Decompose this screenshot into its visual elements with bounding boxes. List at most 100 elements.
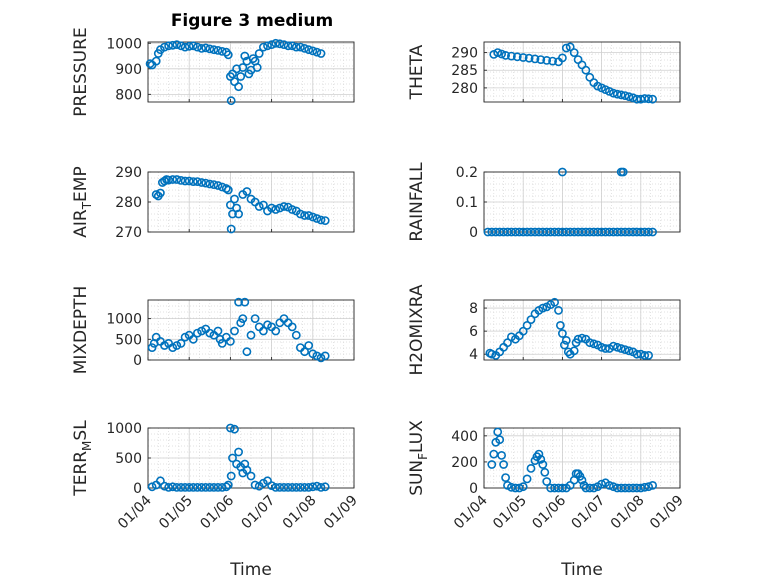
data-point: [320, 216, 330, 225]
data-point: [180, 42, 190, 52]
data-point: [223, 480, 233, 490]
data-point: [188, 41, 198, 51]
y-tick-label: 500: [115, 332, 142, 348]
y-axis-label: SUNFLUX: [407, 420, 430, 496]
data-point: [612, 342, 622, 352]
data-point: [295, 482, 305, 492]
data-point: [609, 88, 618, 98]
data-point: [205, 44, 215, 54]
subplot-air_temp: 270 280 290 AIRTEMP: [71, 165, 355, 241]
data-point: [640, 482, 650, 492]
data-point: [609, 341, 618, 351]
data-point: [205, 482, 215, 492]
data-point: [534, 449, 544, 459]
subplot-terr_msl: 0 500 1000 01/04 01/05 01/06 01/07 01/08 01/09 Ti…: [71, 420, 361, 580]
data-point: [147, 343, 157, 352]
x-tick-label: 01/08: [608, 493, 648, 533]
data-point: [184, 482, 194, 492]
y-tick-label: 8: [469, 301, 478, 317]
data-point: [522, 320, 532, 330]
data-point: [287, 205, 297, 214]
data-point: [172, 40, 182, 49]
data-point: [542, 56, 552, 65]
data-point: [209, 482, 219, 492]
x-axis-label: Time: [560, 560, 603, 580]
data-point: [526, 315, 536, 324]
data-point: [648, 480, 657, 490]
data-point: [540, 467, 550, 477]
y-tick-label: 285: [451, 63, 478, 79]
data-point: [271, 482, 281, 492]
y-tick-label: 0: [133, 481, 142, 497]
data-point: [176, 41, 186, 51]
y-tick-label: 0.1: [456, 195, 478, 211]
data-point: [605, 480, 614, 490]
data-point: [300, 44, 309, 53]
data-point: [589, 483, 599, 493]
data-point: [234, 297, 243, 307]
y-tick-label: 280: [115, 195, 142, 211]
data-point: [188, 334, 198, 344]
data-point: [160, 481, 169, 491]
subplot-sun_flux: 0 200 400 01/04 01/05 01/06 01/07 01/08 01/09 Tim…: [407, 420, 687, 580]
data-point: [275, 318, 285, 328]
y-tick-label: 270: [115, 225, 142, 241]
data-point: [180, 332, 190, 342]
data-point: [221, 482, 231, 492]
data-point: [558, 329, 567, 338]
x-tick-label: 01/07: [569, 493, 609, 533]
y-axis-label: THETA: [407, 44, 427, 100]
data-point: [197, 326, 206, 336]
data-point: [561, 335, 571, 345]
data-point: [581, 65, 591, 75]
x-tick-label: 01/06: [529, 492, 569, 532]
data-point: [164, 175, 173, 185]
data-point: [612, 89, 622, 99]
data-point: [312, 47, 322, 57]
axes-box: [147, 299, 355, 361]
axes-box: [483, 299, 681, 361]
data-point: [213, 326, 223, 336]
data-point: [316, 482, 326, 492]
data-point: [518, 482, 528, 492]
data-point: [287, 322, 297, 332]
y-tick-label: 290: [451, 46, 478, 62]
data-point: [225, 423, 235, 433]
data-point: [258, 42, 268, 52]
data-point: [172, 482, 182, 492]
y-tick-label: 500: [115, 451, 142, 467]
data-point: [522, 474, 532, 484]
data-point: [287, 482, 297, 492]
data-point: [172, 175, 182, 184]
data-point: [160, 176, 169, 186]
data-point: [201, 482, 211, 492]
data-point: [197, 178, 206, 187]
y-tick-label: 0: [469, 225, 478, 241]
data-point: [499, 460, 508, 469]
data-point: [279, 482, 289, 492]
data-point: [620, 345, 630, 354]
data-point: [246, 471, 256, 481]
data-point: [271, 205, 281, 214]
data-point: [271, 38, 281, 48]
data-point: [291, 482, 301, 492]
data-point: [164, 482, 173, 492]
y-axis-label: PRESSURE: [71, 27, 91, 116]
data-point: [489, 449, 499, 459]
data-point: [295, 343, 305, 352]
data-point: [312, 351, 322, 361]
subplot-pressure: 800 900 1000 PRESSURE: [71, 27, 355, 117]
data-point: [536, 55, 546, 64]
y-tick-label: 290: [115, 165, 142, 181]
data-point: [184, 41, 194, 51]
y-tick-label: 1000: [106, 36, 142, 52]
x-tick-label: 01/07: [239, 493, 279, 533]
data-point: [644, 482, 653, 492]
data-point: [558, 53, 567, 63]
data-point: [217, 338, 227, 348]
data-point: [228, 209, 237, 219]
data-point: [503, 338, 512, 348]
data-point: [164, 41, 173, 51]
